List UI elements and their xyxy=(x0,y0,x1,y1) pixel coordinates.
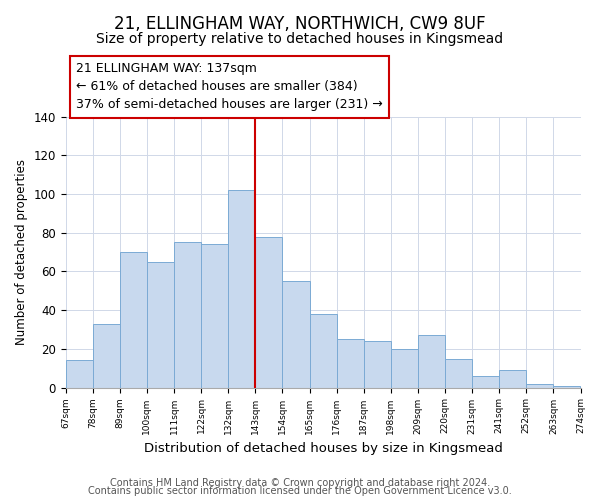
Bar xyxy=(93,324,120,388)
Bar xyxy=(499,370,526,388)
Text: Contains HM Land Registry data © Crown copyright and database right 2024.: Contains HM Land Registry data © Crown c… xyxy=(110,478,490,488)
Bar xyxy=(228,190,256,388)
Bar xyxy=(174,242,201,388)
Bar xyxy=(526,384,553,388)
Bar xyxy=(445,358,472,388)
Bar xyxy=(256,236,283,388)
Text: Size of property relative to detached houses in Kingsmead: Size of property relative to detached ho… xyxy=(97,32,503,46)
Bar xyxy=(310,314,337,388)
X-axis label: Distribution of detached houses by size in Kingsmead: Distribution of detached houses by size … xyxy=(143,442,503,455)
Bar xyxy=(120,252,147,388)
Bar xyxy=(418,336,445,388)
Y-axis label: Number of detached properties: Number of detached properties xyxy=(15,159,28,345)
Bar xyxy=(364,341,391,388)
Bar xyxy=(147,262,174,388)
Bar xyxy=(472,376,499,388)
Text: Contains public sector information licensed under the Open Government Licence v3: Contains public sector information licen… xyxy=(88,486,512,496)
Bar xyxy=(283,281,310,388)
Bar xyxy=(201,244,228,388)
Text: 21, ELLINGHAM WAY, NORTHWICH, CW9 8UF: 21, ELLINGHAM WAY, NORTHWICH, CW9 8UF xyxy=(114,15,486,33)
Bar xyxy=(553,386,580,388)
Bar xyxy=(337,339,364,388)
Bar xyxy=(65,360,93,388)
Bar xyxy=(391,349,418,388)
Text: 21 ELLINGHAM WAY: 137sqm
← 61% of detached houses are smaller (384)
37% of semi-: 21 ELLINGHAM WAY: 137sqm ← 61% of detach… xyxy=(76,62,383,112)
